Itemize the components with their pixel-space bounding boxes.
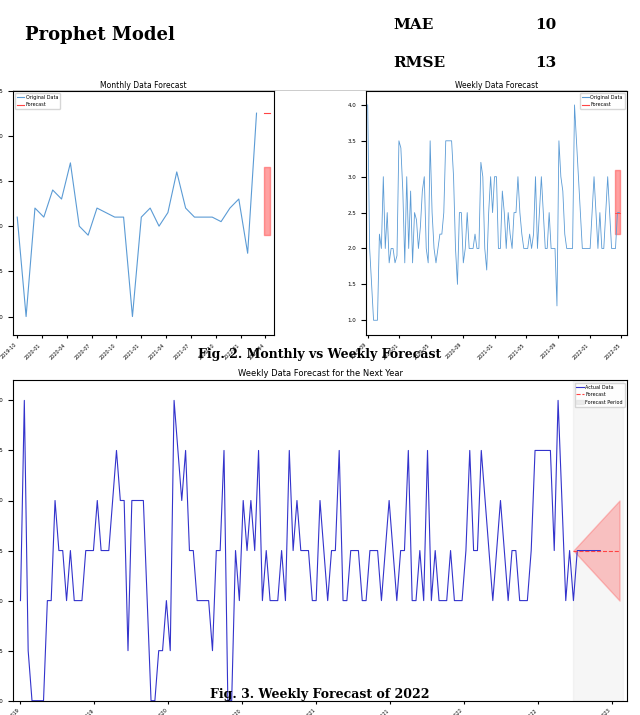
Text: 10: 10 bbox=[535, 18, 556, 32]
Text: RMSE: RMSE bbox=[394, 56, 446, 70]
Text: Prophet Model: Prophet Model bbox=[25, 26, 175, 44]
Bar bbox=[573, 380, 623, 701]
Legend: Actual Data, Forecast, Forecast Period: Actual Data, Forecast, Forecast Period bbox=[575, 383, 625, 407]
Text: 13: 13 bbox=[535, 56, 556, 70]
Title: Weekly Data Forecast for the Next Year: Weekly Data Forecast for the Next Year bbox=[237, 369, 403, 378]
Text: Fig. 3. Weekly Forecast of 2022: Fig. 3. Weekly Forecast of 2022 bbox=[211, 688, 429, 701]
Title: Monthly Data Forecast: Monthly Data Forecast bbox=[100, 81, 187, 90]
Title: Weekly Data Forecast: Weekly Data Forecast bbox=[455, 81, 538, 90]
Text: Fig. 2. Monthly vs Weekly Forecast: Fig. 2. Monthly vs Weekly Forecast bbox=[198, 348, 442, 361]
Legend: Original Data, Forecast: Original Data, Forecast bbox=[580, 93, 625, 109]
Legend: Original Data, Forecast: Original Data, Forecast bbox=[15, 93, 60, 109]
Text: MAE: MAE bbox=[394, 18, 434, 32]
